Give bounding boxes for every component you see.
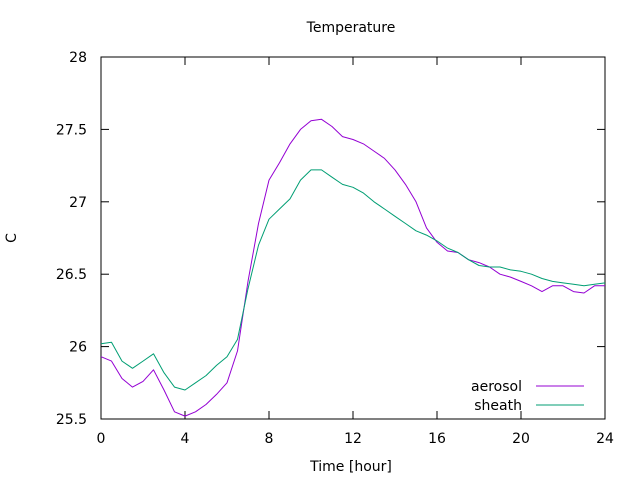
y-tick-label: 26.5 [56,267,87,283]
y-tick-label: 27.5 [56,122,87,138]
y-tick-label: 28 [69,50,87,66]
plot-frame [100,56,606,420]
x-tick-label: 20 [512,431,530,447]
series-line-sheath [100,169,606,391]
series-layer [100,118,606,417]
legend-label-sheath: sheath [474,398,522,414]
axis-ticks: 0 4 8 12 16 20 24 25.5 26 26.5 27 27.5 28 [56,50,614,447]
legend-label-aerosol: aerosol [471,379,522,395]
y-tick-label: 26 [69,340,87,356]
x-tick-label: 0 [97,431,106,447]
x-tick-label: 4 [181,431,190,447]
series-line-aerosol [100,118,605,417]
x-tick-label: 16 [428,431,446,447]
y-axis-label: C [4,233,20,243]
x-axis-label: Time [hour] [309,459,392,475]
legend: aerosol sheath [471,379,584,414]
y-tick-label: 25.5 [56,412,87,428]
x-tick-label: 12 [344,431,362,447]
chart-title: Temperature [306,20,396,36]
y-tick-label: 27 [69,195,87,211]
x-tick-label: 8 [265,431,274,447]
x-tick-label: 24 [596,431,614,447]
